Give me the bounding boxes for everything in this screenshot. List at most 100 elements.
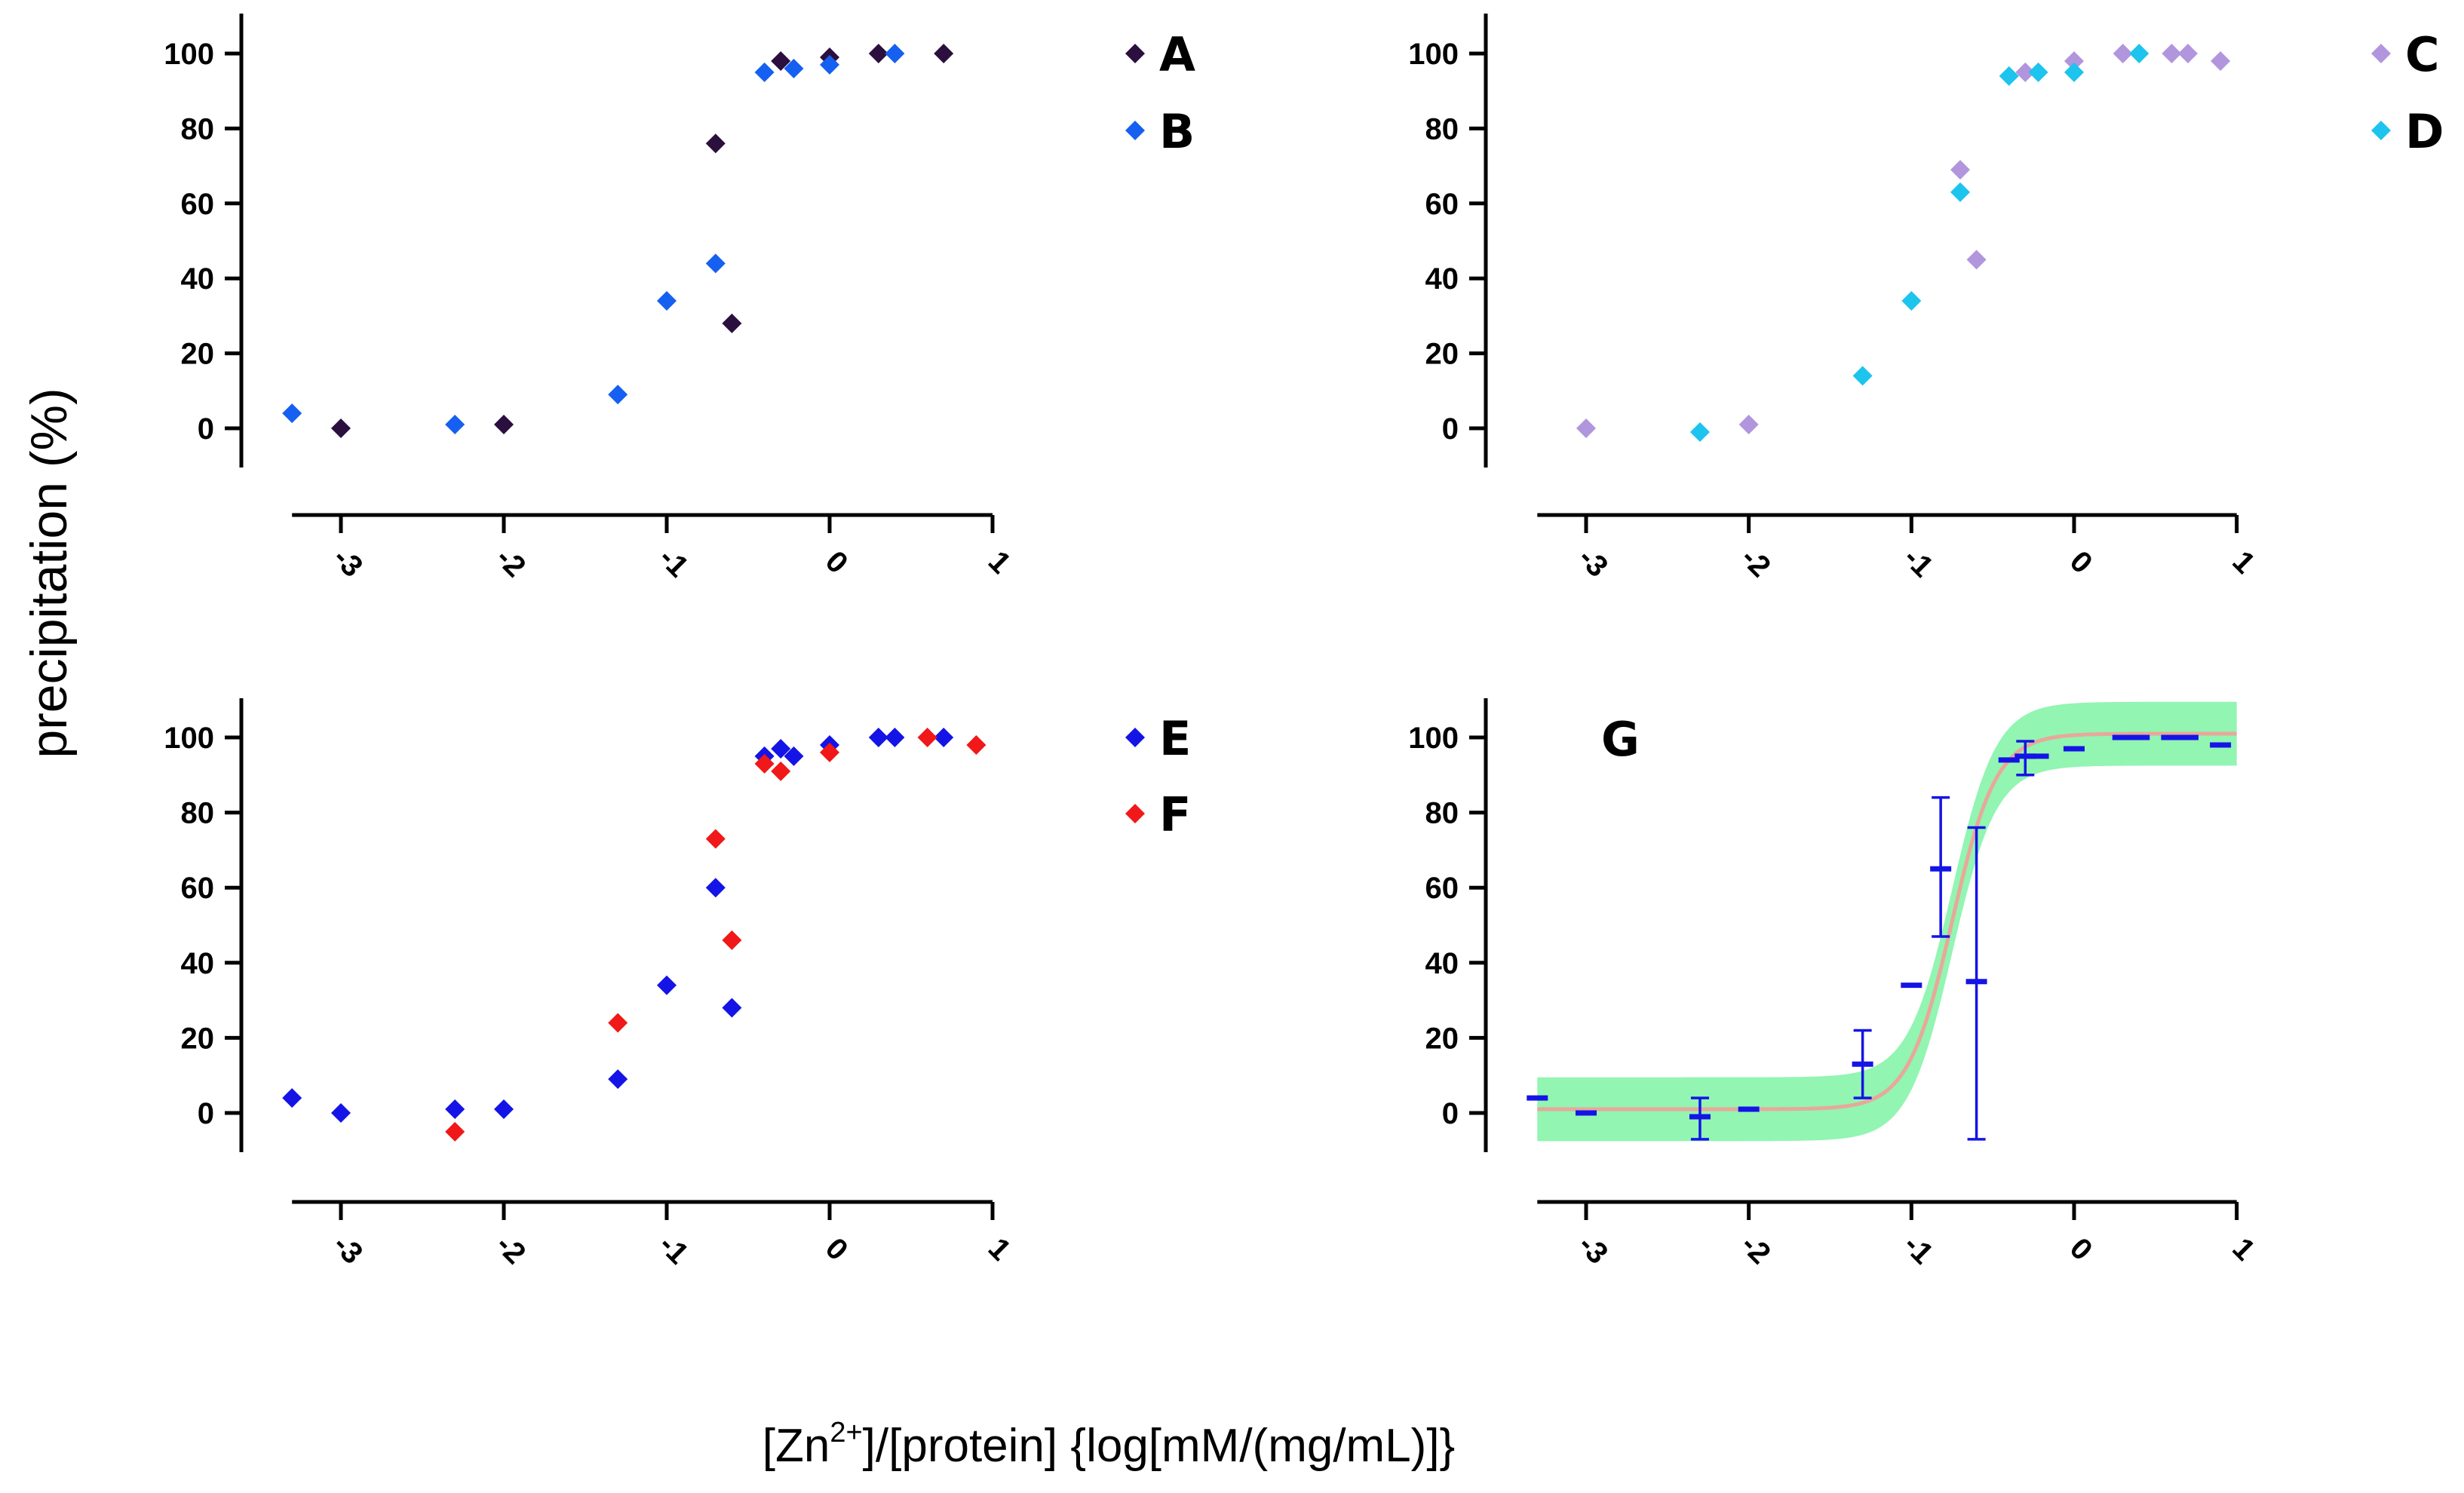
data-point-E (885, 728, 905, 747)
y-tick-label: 80 (1425, 797, 1459, 830)
data-point-D (1689, 422, 1710, 442)
data-point-B (657, 291, 677, 311)
legend-marker-A (1125, 44, 1145, 63)
data-point-F (754, 753, 775, 774)
y-tick-label: 40 (1425, 947, 1459, 980)
legend-marker-D (2371, 121, 2391, 140)
y-tick-label: 0 (1442, 1097, 1459, 1130)
legend-marker-F (1125, 804, 1145, 823)
fit-curve (1537, 731, 2237, 1111)
data-point-F (608, 1013, 628, 1033)
y-tick-label: 100 (164, 722, 214, 755)
y-tick-label: 100 (1408, 722, 1459, 755)
x-axis-title-superscript: 2+ (830, 1417, 862, 1449)
data-point-A (494, 415, 514, 435)
data-point-C (1738, 415, 1759, 435)
panel-top-right: 0 20 40 60 80 100 -3 -2 -1 0 1 CD (1408, 14, 2444, 584)
data-point-D (1999, 66, 2019, 86)
data-point-E (784, 746, 804, 766)
y-tick-label: 40 (181, 262, 215, 296)
data-point-C (2177, 44, 2198, 63)
data-point-B (820, 54, 839, 75)
data-point-F (722, 930, 742, 950)
y-tick-label: 20 (181, 338, 215, 371)
x-tick-label: -1 (652, 1228, 695, 1271)
data-point-C (2064, 51, 2084, 71)
data-point-B (705, 253, 726, 274)
y-tick-label: 80 (1425, 112, 1459, 146)
x-tick-label: 1 (2226, 544, 2261, 580)
y-tick-label: 100 (1408, 38, 1459, 71)
x-tick-label: -1 (652, 541, 695, 584)
data-point-E (494, 1099, 514, 1120)
data-point-D (2129, 44, 2149, 63)
y-tick-label: 0 (198, 1097, 214, 1130)
data-point-A (868, 44, 888, 63)
x-tick-label: -2 (489, 541, 532, 584)
y-axis-title: precipitation (%) (20, 388, 78, 758)
data-point-E (705, 878, 726, 898)
y-tick-label: 60 (1425, 188, 1459, 221)
legend-label-C: C (2405, 27, 2440, 82)
data-point-C (2211, 51, 2231, 71)
data-point-C (2015, 62, 2036, 82)
legend-marker-B (1125, 121, 1145, 140)
data-point-F (820, 742, 839, 762)
data-point-A (934, 44, 954, 63)
x-tick-label: 1 (982, 1231, 1017, 1267)
x-tick-label: -2 (489, 1228, 532, 1271)
x-tick-label: -1 (1897, 541, 1939, 584)
x-tick-label: 0 (819, 1231, 855, 1267)
y-tick-label: 60 (181, 872, 215, 905)
legend-label-A: A (1159, 27, 1195, 82)
x-axis-title: [Zn2+]/[protein] {log[mM/(mg/mL)]} (763, 1417, 1456, 1472)
data-point-B (885, 44, 905, 63)
x-tick-label: -3 (1572, 541, 1614, 584)
data-point-E (331, 1103, 351, 1123)
x-tick-label: -3 (1572, 1228, 1614, 1271)
y-tick-label: 80 (181, 797, 215, 830)
data-point-B (282, 403, 302, 424)
data-point-D (2064, 62, 2084, 82)
data-point-F (445, 1121, 465, 1142)
data-point-D (1950, 182, 1971, 202)
data-point-F (771, 761, 791, 781)
data-point-A (771, 51, 791, 71)
x-tick-label: -2 (1735, 1228, 1777, 1271)
legend-label-E: E (1159, 711, 1191, 766)
y-tick-label: 40 (1425, 262, 1459, 296)
data-point-B (608, 385, 628, 405)
x-tick-label: 1 (982, 544, 1017, 580)
data-point-E (282, 1088, 302, 1108)
data-point-C (2113, 44, 2133, 63)
y-tick-label: 0 (198, 412, 214, 446)
y-tick-label: 20 (1425, 1022, 1459, 1055)
x-tick-label: 0 (2064, 544, 2099, 580)
data-point-D (1852, 366, 1873, 386)
legend-label-D: D (2405, 104, 2444, 159)
x-axis-title-suffix: ]/[protein] {log[mM/(mg/mL)]} (863, 1420, 1456, 1472)
data-point-A (331, 418, 351, 438)
data-point-B (784, 58, 804, 78)
y-tick-label: 0 (1442, 412, 1459, 446)
y-tick-label: 100 (164, 38, 214, 71)
panel-bottom-right: 0 20 40 60 80 100 -3 -2 -1 0 1 G (1408, 698, 2261, 1271)
data-point-E (445, 1099, 465, 1120)
confidence-band (1537, 701, 2237, 1142)
x-tick-label: -2 (1735, 541, 1777, 584)
data-point-D (2028, 62, 2048, 82)
y-tick-label: 60 (1425, 872, 1459, 905)
y-tick-label: 40 (181, 947, 215, 980)
data-point-C (1966, 250, 1987, 270)
data-point-F (917, 728, 937, 747)
legend-label-B: B (1159, 104, 1195, 159)
data-point-E (771, 738, 791, 759)
x-tick-label: 1 (2226, 1231, 2261, 1267)
panel-top-left: 0 20 40 60 80 100 -3 -2 -1 0 1 AB (164, 14, 1195, 584)
data-point-F (705, 829, 726, 849)
data-point-D (1901, 291, 1922, 311)
data-point-E (868, 728, 888, 747)
x-axis-title-prefix: [Zn (763, 1420, 830, 1472)
data-point-B (445, 415, 465, 435)
